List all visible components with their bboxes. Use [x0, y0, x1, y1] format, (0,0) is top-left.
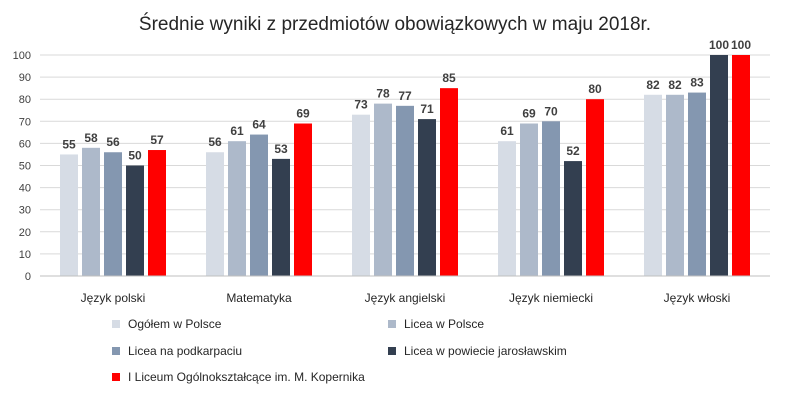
- bars: [60, 55, 750, 277]
- data-label: 100: [709, 38, 729, 52]
- data-label: 100: [731, 38, 751, 52]
- bar: [644, 94, 662, 276]
- bar: [586, 99, 604, 276]
- data-label: 57: [150, 133, 164, 147]
- y-tick-label: 60: [19, 138, 31, 150]
- bar: [498, 141, 516, 276]
- bar: [440, 88, 458, 277]
- data-label: 56: [208, 135, 222, 149]
- category-label: Język niemiecki: [509, 291, 593, 305]
- bar: [206, 152, 224, 276]
- bar: [542, 121, 560, 276]
- bar: [520, 123, 538, 276]
- y-tick-label: 70: [19, 116, 31, 128]
- data-label: 69: [522, 107, 536, 121]
- data-label: 73: [354, 98, 368, 112]
- y-tick-label: 100: [13, 50, 31, 62]
- bar: [126, 165, 144, 276]
- category-label: Język polski: [81, 291, 146, 305]
- bar: [228, 141, 246, 276]
- data-label: 61: [500, 124, 514, 138]
- legend-swatch: [112, 373, 120, 381]
- bar: [564, 161, 582, 276]
- bar: [272, 158, 290, 276]
- legend-swatch: [112, 347, 120, 355]
- y-tick-label: 20: [19, 227, 31, 239]
- data-label: 53: [274, 142, 288, 156]
- y-tick-label: 0: [25, 271, 31, 283]
- bar: [396, 105, 414, 276]
- y-tick-label: 50: [19, 161, 31, 173]
- data-label: 69: [296, 107, 310, 121]
- data-label: 61: [230, 124, 244, 138]
- category-label: Język włoski: [664, 291, 731, 305]
- data-label: 50: [128, 149, 142, 163]
- data-label: 80: [588, 82, 602, 96]
- bar: [82, 147, 100, 276]
- legend-swatch: [112, 320, 120, 328]
- y-tick-label: 90: [19, 72, 31, 84]
- y-axis-ticks: 0 10 20 30 40 50 60 70 80 90 100: [13, 50, 31, 283]
- bar: [418, 119, 436, 276]
- bar: [374, 103, 392, 277]
- legend-swatch: [388, 347, 396, 355]
- legend: Ogółem w Polsce Licea w Polsce Licea na po…: [112, 317, 567, 384]
- legend-label: Licea na podkarpaciu: [128, 344, 242, 358]
- data-label: 64: [252, 118, 266, 132]
- legend-label: I Liceum Ogólnokształcące im. M. Koperni…: [128, 370, 365, 384]
- legend-label: Licea w Polsce: [404, 317, 484, 331]
- chart-title: Średnie wyniki z przedmiotów obowiązkowy…: [139, 13, 651, 35]
- legend-label: Licea w powiecie jarosławskim: [404, 344, 567, 358]
- bar: [148, 150, 166, 276]
- y-tick-label: 10: [19, 249, 31, 261]
- bar: [60, 154, 78, 276]
- data-label: 85: [442, 71, 456, 85]
- y-tick-label: 40: [19, 183, 31, 195]
- data-label: 52: [566, 144, 580, 158]
- data-label: 77: [398, 89, 412, 103]
- data-label: 71: [420, 102, 434, 116]
- bar: [666, 94, 684, 276]
- data-label: 58: [84, 131, 98, 145]
- data-label: 55: [62, 137, 76, 151]
- legend-label: Ogółem w Polsce: [128, 317, 222, 331]
- bar: [352, 114, 370, 276]
- bar: [688, 92, 706, 276]
- bar: [710, 55, 728, 276]
- bar: [294, 123, 312, 276]
- data-label: 82: [668, 78, 682, 92]
- bar: [732, 55, 750, 276]
- x-axis-categories: Język polski Matematyka Język angielski Jęz…: [81, 291, 731, 305]
- legend-swatch: [388, 320, 396, 328]
- data-label: 83: [690, 76, 704, 90]
- category-label: Język angielski: [365, 291, 446, 305]
- data-label: 56: [106, 135, 120, 149]
- data-label: 82: [646, 78, 660, 92]
- bar: [104, 152, 122, 276]
- bar: [250, 134, 268, 276]
- category-label: Matematyka: [226, 291, 292, 305]
- data-label: 78: [376, 87, 390, 101]
- data-labels: 55 58 56 50 57 56 61 64 53 69 73 78 77 71 85 61 69 70 52 80…: [62, 38, 751, 163]
- data-label: 70: [544, 104, 558, 118]
- y-tick-label: 30: [19, 205, 31, 217]
- y-tick-label: 80: [19, 94, 31, 106]
